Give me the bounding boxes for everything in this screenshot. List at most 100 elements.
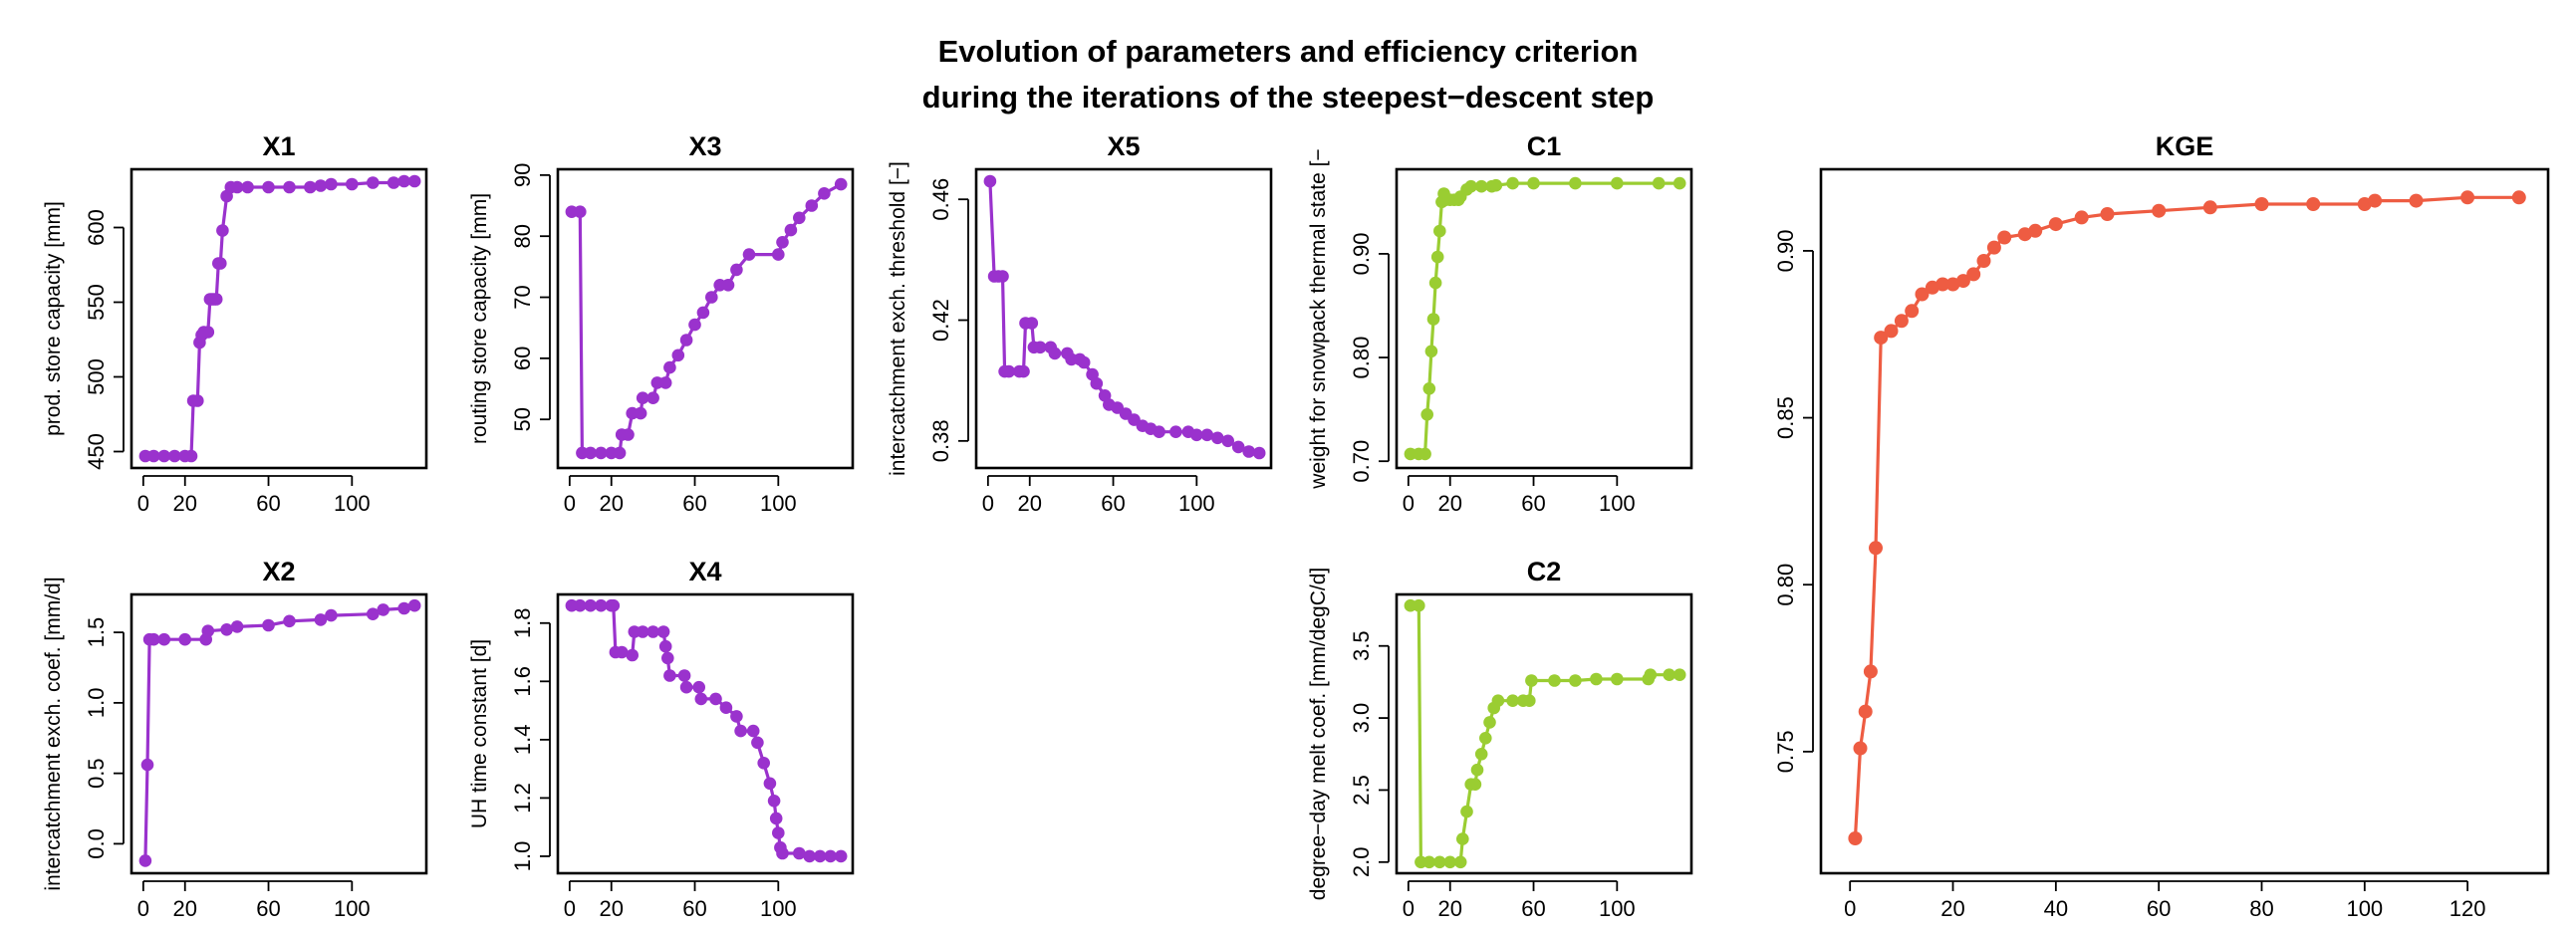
- y-tick-label: 2.0: [1349, 847, 1374, 878]
- x-tick-label: 100: [760, 896, 797, 921]
- y-tick-label: 90: [510, 163, 535, 187]
- series-points: [1404, 598, 1686, 869]
- data-point: [367, 607, 380, 620]
- data-point: [1523, 694, 1536, 707]
- x-tick-label: 80: [2249, 896, 2273, 921]
- x-axis: 0 20 60 100: [982, 475, 1215, 516]
- y-axis: 0.38 0.42 0.46: [928, 178, 969, 462]
- y-tick-label: 500: [84, 358, 109, 395]
- y-tick-label: 1.8: [510, 607, 535, 638]
- data-point: [658, 376, 672, 389]
- data-point: [220, 623, 233, 636]
- data-point: [407, 598, 421, 612]
- data-point: [719, 701, 733, 714]
- data-point: [584, 598, 598, 612]
- data-point: [1894, 314, 1909, 329]
- x-tick-label: 20: [1017, 491, 1041, 516]
- data-point: [138, 854, 152, 867]
- x-tick-label: 100: [2346, 896, 2383, 921]
- data-point: [1590, 672, 1603, 686]
- data-point: [1200, 428, 1214, 442]
- y-tick-label: 550: [84, 284, 109, 321]
- panel-title: X5: [1107, 131, 1140, 161]
- data-point: [793, 211, 806, 225]
- panel-x2: X2 intercatchment exch. coef. [mm/d] 0 20 60…: [42, 557, 428, 921]
- data-point: [661, 651, 674, 665]
- data-point: [793, 846, 806, 860]
- data-point: [2100, 207, 2115, 221]
- chart-panels: X1 prod. store capacity [mm] 0 20 60 100 450 50…: [42, 131, 2550, 921]
- data-point: [1915, 287, 1930, 302]
- data-point: [679, 334, 693, 347]
- y-axis: 0.70 0.80 0.90: [1349, 232, 1390, 483]
- data-point: [1422, 382, 1436, 395]
- data-point: [214, 257, 227, 270]
- data-point: [834, 849, 848, 863]
- x-tick-label: 100: [1178, 491, 1215, 516]
- data-point: [622, 428, 635, 441]
- data-point: [178, 632, 191, 646]
- panel-title: X3: [688, 131, 721, 161]
- data-point: [595, 446, 608, 460]
- data-point: [1474, 748, 1488, 761]
- y-tick-label: 0.0: [84, 828, 109, 859]
- data-point: [834, 177, 848, 191]
- series-points: [138, 174, 421, 463]
- panel-c2: C2 degree−day melt coef. [mm/degC/d] 0 20 60…: [1307, 557, 1693, 921]
- data-point: [1644, 668, 1658, 681]
- x-tick-label: 20: [599, 896, 623, 921]
- y-axis: 450 500 550 600: [84, 209, 125, 470]
- series-points: [565, 177, 848, 460]
- x-tick-label: 20: [1437, 491, 1461, 516]
- data-point: [1955, 274, 1970, 289]
- data-point: [168, 449, 181, 463]
- data-point: [1418, 447, 1431, 461]
- data-point: [1153, 425, 1165, 439]
- data-point: [772, 248, 785, 261]
- x-axis: 0 20 60 100: [564, 880, 797, 921]
- panel-x5: X5 intercatchment exch. threshold [−] 0 20 6…: [887, 131, 1273, 516]
- y-tick-label: 60: [510, 347, 535, 370]
- data-point: [407, 174, 421, 188]
- data-point: [1569, 176, 1582, 190]
- data-point: [2460, 190, 2475, 205]
- data-point: [677, 669, 691, 682]
- y-axis: 0.0 0.5 1.0 1.5: [84, 617, 125, 859]
- series-points: [1404, 176, 1686, 461]
- data-point: [1848, 831, 1863, 845]
- y-axis: 50 60 70 80 90: [510, 163, 551, 431]
- plot-box: [1395, 167, 1693, 470]
- data-point: [769, 812, 783, 825]
- panel-title: X1: [262, 131, 295, 161]
- y-tick-label: 0.80: [1773, 564, 1798, 606]
- y-axis-label: intercatchment exch. threshold [−]: [887, 161, 909, 476]
- x-tick-label: 60: [2147, 896, 2171, 921]
- data-point: [983, 174, 997, 188]
- data-point: [1663, 668, 1675, 681]
- data-point: [386, 176, 400, 189]
- x-tick-label: 0: [137, 491, 149, 516]
- y-tick-label: 0.70: [1349, 440, 1374, 483]
- data-point: [734, 724, 747, 738]
- data-point: [1048, 347, 1062, 360]
- data-point: [2202, 200, 2217, 215]
- data-point: [1190, 428, 1203, 442]
- data-point: [230, 180, 244, 194]
- data-point: [1460, 805, 1473, 818]
- y-tick-label: 50: [510, 407, 535, 431]
- x-tick-label: 0: [137, 896, 149, 921]
- y-tick-label: 2.5: [1349, 775, 1374, 806]
- data-point: [813, 849, 827, 863]
- data-point: [1935, 277, 1950, 292]
- data-point: [1986, 240, 2001, 255]
- x-tick-label: 60: [256, 896, 280, 921]
- data-point: [1033, 341, 1047, 354]
- data-point: [1453, 855, 1467, 869]
- data-point: [304, 180, 317, 194]
- data-point: [1420, 408, 1433, 421]
- data-point: [784, 223, 798, 237]
- data-point: [1483, 716, 1496, 729]
- data-point: [2368, 193, 2383, 208]
- x-axis: 0 20 60 100: [137, 475, 371, 516]
- data-point: [818, 187, 831, 200]
